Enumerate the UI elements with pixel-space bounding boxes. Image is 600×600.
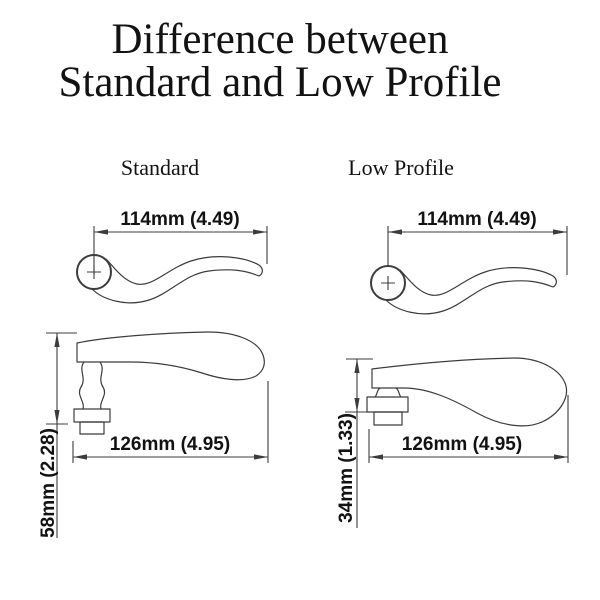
arrowhead-up — [54, 333, 60, 347]
neck-right-profile — [395, 387, 402, 398]
arrowhead-left — [94, 229, 108, 235]
lever-top-outline — [385, 267, 557, 315]
handle-rose-circle — [76, 254, 112, 290]
low-profile-side-view: 34mm (1.33) 126mm (4.95) — [336, 357, 569, 528]
column-heading-low-profile: Low Profile — [348, 155, 454, 180]
arrowhead-left — [73, 454, 87, 460]
dimension-label: 126mm (4.95) — [110, 434, 230, 455]
page-title: Difference between Standard and Low Prof… — [0, 18, 560, 104]
arrowhead-right — [253, 229, 267, 235]
neck-left-profile — [374, 387, 381, 398]
arrowhead-left — [369, 454, 383, 460]
dimension-label-vertical: 34mm (1.33) — [336, 413, 357, 523]
dimension-label: 114mm (4.49) — [120, 209, 239, 230]
standard-top-view: 114mm (4.49) — [76, 209, 268, 304]
center-cross-mark — [381, 276, 395, 290]
page-title-line1: Difference between — [111, 16, 449, 63]
lever-top-outline — [91, 256, 263, 304]
dimension-label: 114mm (4.49) — [417, 209, 536, 230]
spindle-base-block — [373, 411, 403, 426]
neck-left-profile — [78, 361, 85, 410]
low-profile-height-dimension: 34mm (1.33) — [336, 358, 373, 528]
low-profile-length-dimension: 126mm (4.95) — [368, 395, 569, 463]
arrowhead-right — [553, 229, 567, 235]
standard-length-dimension: 126mm (4.95) — [72, 381, 269, 463]
arrowhead-down — [354, 398, 360, 412]
spindle-base-block — [79, 421, 105, 435]
low-profile-top-view: 114mm (4.49) — [370, 209, 568, 315]
dimension-label: 126mm (4.95) — [402, 434, 522, 455]
standard-side-view: 58mm (2.28) 126mm (4.95) — [38, 331, 269, 538]
page-title-line2: Standard and Low Profile — [58, 59, 502, 106]
center-cross-mark — [87, 265, 101, 279]
arrowhead-right — [554, 454, 568, 460]
standard-height-dimension: 58mm (2.28) — [38, 332, 77, 538]
lever-side-outline — [76, 331, 265, 381]
arrowhead-right — [254, 454, 268, 460]
column-heading-standard: Standard — [120, 155, 200, 180]
collar-block — [73, 408, 111, 423]
arrowhead-left — [388, 229, 402, 235]
neck-right-profile — [99, 361, 106, 410]
lever-side-outline — [371, 357, 568, 427]
arrowhead-down — [54, 410, 60, 424]
low-profile-top-width-dimension: 114mm (4.49) — [387, 209, 568, 275]
dimension-label-vertical: 58mm (2.28) — [38, 428, 59, 538]
collar-block — [366, 396, 409, 413]
arrowhead-up — [354, 359, 360, 373]
handle-rose-circle — [370, 265, 406, 301]
